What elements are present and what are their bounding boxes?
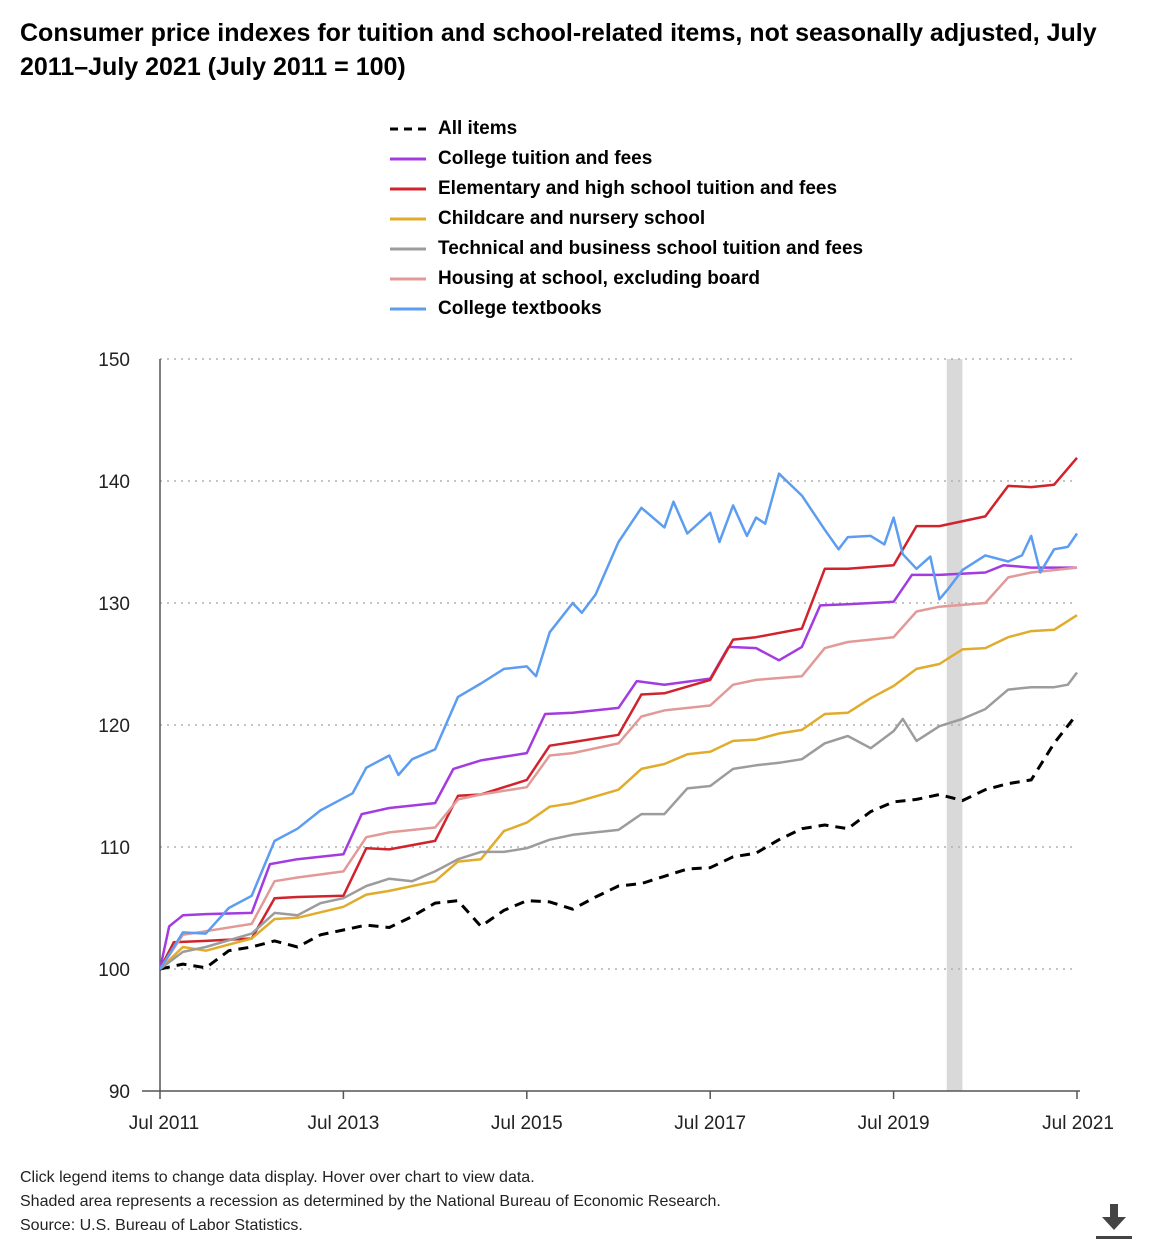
legend-label: Elementary and high school tuition and f… [438, 178, 838, 199]
legend-item-3[interactable]: Elementary and high school tuition and f… [388, 174, 863, 204]
legend-label: Technical and business school tuition an… [438, 238, 864, 259]
note-source: Source: U.S. Bureau of Labor Statistics. [20, 1217, 303, 1234]
chart-legend: All items College tuition and fees Element… [388, 114, 863, 324]
x-tick-label: Jul 2017 [674, 1113, 746, 1134]
series-line-6[interactable] [158, 566, 1078, 970]
line-chart[interactable]: 90 100 110 120 130 140 150 Jul 2011 Jul 2013 Jul … [0, 340, 1160, 1140]
y-tick-label: 140 [98, 472, 130, 493]
legend-label: Housing at school, excluding board [438, 268, 760, 289]
legend-item-4[interactable]: Childcare and nursery school [388, 204, 863, 234]
legend-item-5[interactable]: Technical and business school tuition an… [388, 234, 863, 264]
note-recession: Shaded area represents a recession as de… [20, 1193, 721, 1210]
y-tick-label: 90 [109, 1082, 130, 1103]
series-line-7[interactable] [158, 472, 1079, 970]
legend-swatch [390, 127, 426, 131]
download-icon [1096, 1204, 1132, 1239]
chart-title: Consumer price indexes for tuition and s… [20, 19, 1097, 81]
legend-swatch [390, 187, 426, 191]
legend-swatch [390, 217, 426, 221]
legend-swatch [390, 247, 426, 251]
download-button[interactable] [1094, 1200, 1134, 1240]
note-instructions: Click legend items to change data displa… [20, 1169, 535, 1186]
legend-item-1[interactable]: All items [388, 114, 863, 144]
legend-item-2[interactable]: College tuition and fees [388, 144, 863, 174]
x-tick-label: Jul 2015 [491, 1113, 563, 1134]
y-tick-label: 130 [98, 594, 130, 615]
series-line-3[interactable] [158, 456, 1078, 970]
y-tick-label: 150 [98, 350, 130, 371]
y-tick-label: 100 [98, 960, 130, 981]
legend-item-6[interactable]: Housing at school, excluding board [388, 264, 863, 294]
legend-swatch [390, 307, 426, 311]
legend-item-7[interactable]: College textbooks [388, 294, 863, 324]
series-line-4[interactable] [159, 614, 1078, 970]
x-tick-label: Jul 2013 [307, 1113, 379, 1134]
legend-swatch [390, 157, 426, 161]
legend-label: College tuition and fees [438, 148, 653, 169]
series-line-5[interactable] [159, 671, 1078, 971]
legend-label: Childcare and nursery school [438, 208, 706, 229]
x-tick-label: Jul 2019 [858, 1113, 930, 1134]
recession-shading [946, 359, 963, 1091]
x-tick-label: Jul 2011 [129, 1113, 199, 1134]
x-tick-label: Jul 2021 [1042, 1113, 1114, 1134]
y-tick-label: 120 [98, 716, 130, 737]
y-tick-label: 110 [100, 838, 130, 859]
legend-label: College textbooks [438, 298, 602, 319]
series-line-1[interactable] [159, 713, 1079, 971]
series-line-2[interactable] [158, 563, 1077, 970]
legend-label: All items [438, 118, 518, 139]
chart-notes: Click legend items to change data displa… [20, 1166, 721, 1238]
legend-swatch [390, 277, 426, 281]
